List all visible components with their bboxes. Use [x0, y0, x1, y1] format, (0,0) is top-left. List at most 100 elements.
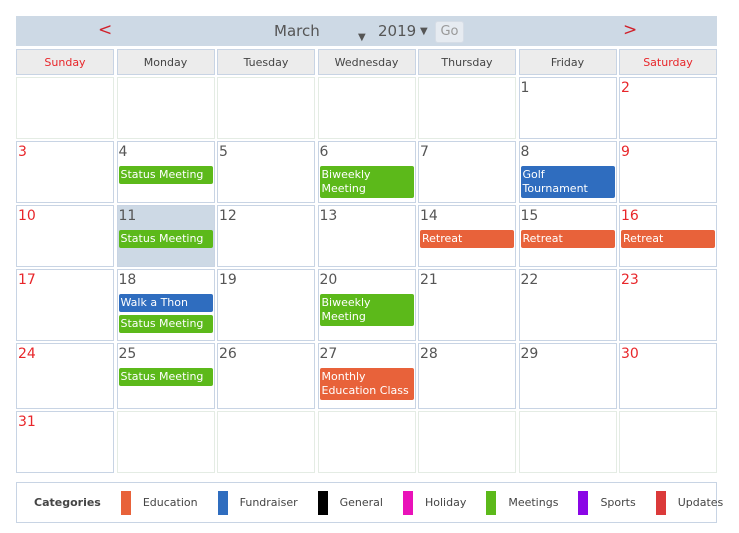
event-education[interactable]: Retreat: [520, 230, 615, 248]
event-meetings[interactable]: Status Meeting: [118, 230, 213, 248]
day-cell-15[interactable]: 15 Retreat: [518, 205, 617, 267]
day-cell-12[interactable]: 12: [217, 205, 315, 267]
legend-label: Education: [142, 496, 198, 509]
weekday-headers: Sunday Monday Tuesday Wednesday Thursday Frid…: [16, 49, 717, 75]
day-cell-17[interactable]: 17: [16, 269, 114, 341]
empty-day-cell[interactable]: [116, 77, 215, 139]
event-meetings[interactable]: Status Meeting: [118, 315, 213, 333]
empty-day-cell[interactable]: [317, 411, 416, 473]
day-number: 3: [18, 144, 27, 160]
event-education[interactable]: Retreat: [420, 230, 514, 248]
day-cell-27[interactable]: 27 Monthly Education Class: [317, 343, 416, 409]
weekday-header-sunday: Sunday: [16, 49, 114, 75]
month-select[interactable]: March ▼: [274, 22, 369, 43]
day-cell-4[interactable]: 4 Status Meeting: [116, 141, 215, 203]
event-meetings[interactable]: Status Meeting: [118, 166, 213, 184]
color-swatch: [655, 490, 666, 515]
day-cell-25[interactable]: 25 Status Meeting: [116, 343, 215, 409]
day-number: 11: [118, 208, 137, 224]
day-cell-13[interactable]: 13: [317, 205, 416, 267]
color-swatch: [402, 490, 413, 515]
day-cell-2[interactable]: 2: [619, 77, 717, 139]
day-cell-22[interactable]: 22: [518, 269, 617, 341]
day-cell-16[interactable]: 16 Retreat: [619, 205, 717, 267]
empty-day-cell[interactable]: [317, 77, 416, 139]
day-cell-3[interactable]: 3: [16, 141, 114, 203]
day-number: 1: [520, 80, 530, 96]
day-number: 7: [420, 144, 429, 160]
day-cell-10[interactable]: 10: [16, 205, 114, 267]
day-number: 21: [420, 272, 438, 288]
day-cell-7[interactable]: 7: [418, 141, 516, 203]
day-number: 13: [319, 208, 338, 224]
legend-item-holiday: Holiday: [402, 490, 466, 515]
color-swatch: [317, 490, 328, 515]
day-number: 2: [621, 80, 630, 96]
empty-day-cell[interactable]: [518, 411, 617, 473]
next-month-button[interactable]: >: [623, 20, 638, 40]
prev-month-button[interactable]: <: [98, 20, 113, 40]
day-number: 8: [520, 144, 530, 160]
legend-label: General: [339, 496, 383, 509]
go-button[interactable]: Go: [435, 21, 464, 43]
calendar-header: < March ▼ 2019 ▼ Go >: [16, 16, 717, 46]
day-cell-11[interactable]: 11 Status Meeting: [116, 205, 215, 267]
day-number: 12: [219, 208, 237, 224]
day-number: 23: [621, 272, 639, 288]
event-education[interactable]: Monthly Education Class: [319, 368, 414, 400]
day-cell-5[interactable]: 5: [217, 141, 315, 203]
event-meetings[interactable]: Biweekly Meeting: [319, 166, 414, 198]
day-number: 10: [18, 208, 36, 224]
event-fundraiser[interactable]: Walk a Thon: [118, 294, 213, 312]
day-cell-31[interactable]: 31: [16, 411, 114, 473]
empty-day-cell[interactable]: [418, 411, 516, 473]
weekday-header-saturday: Saturday: [619, 49, 717, 75]
event-meetings[interactable]: Biweekly Meeting: [319, 294, 414, 326]
event-meetings[interactable]: Status Meeting: [118, 368, 213, 386]
day-cell-9[interactable]: 9: [619, 141, 717, 203]
legend-title: Categories: [34, 496, 101, 509]
color-swatch: [486, 490, 497, 515]
day-cell-30[interactable]: 30: [619, 343, 717, 409]
day-number: 9: [621, 144, 630, 160]
legend-items: Education Fundraiser General Holiday Meeting…: [120, 490, 739, 515]
legend-item-fundraiser: Fundraiser: [217, 490, 298, 515]
day-number: 28: [420, 346, 438, 362]
day-number: 31: [18, 414, 36, 430]
day-cell-28[interactable]: 28: [418, 343, 516, 409]
event-education[interactable]: Retreat: [621, 230, 715, 248]
year-select[interactable]: 2019 ▼: [378, 22, 428, 40]
month-grid: 1 2 3 4 Status Meeting 5 6 Biweekly Meeting 7 8 Go…: [16, 77, 717, 473]
empty-day-cell[interactable]: [16, 77, 114, 139]
category-legend: Categories Education Fundraiser General Hol…: [16, 482, 723, 523]
day-cell-23[interactable]: 23: [619, 269, 717, 341]
day-cell-29[interactable]: 29: [518, 343, 617, 409]
day-cell-18[interactable]: 18 Walk a Thon Status Meeting: [116, 269, 215, 341]
legend-label: Meetings: [508, 496, 559, 509]
empty-day-cell[interactable]: [116, 411, 215, 473]
weekday-header-friday: Friday: [518, 49, 617, 75]
calendar: < March ▼ 2019 ▼ Go > Sunday Monday Tuesday W…: [16, 16, 717, 473]
day-cell-6[interactable]: 6 Biweekly Meeting: [317, 141, 416, 203]
day-cell-14[interactable]: 14 Retreat: [418, 205, 516, 267]
day-cell-19[interactable]: 19: [217, 269, 315, 341]
day-cell-24[interactable]: 24: [16, 343, 114, 409]
empty-day-cell[interactable]: [418, 77, 516, 139]
weekday-header-thursday: Thursday: [418, 49, 516, 75]
legend-label: Sports: [600, 496, 636, 509]
empty-day-cell[interactable]: [217, 411, 315, 473]
day-cell-26[interactable]: 26: [217, 343, 315, 409]
day-cell-8[interactable]: 8 Golf Tournament: [518, 141, 617, 203]
day-cell-20[interactable]: 20 Biweekly Meeting: [317, 269, 416, 341]
empty-day-cell[interactable]: [217, 77, 315, 139]
event-fundraiser[interactable]: Golf Tournament: [520, 166, 615, 198]
color-swatch: [578, 490, 589, 515]
day-cell-21[interactable]: 21: [418, 269, 516, 341]
empty-day-cell[interactable]: [619, 411, 717, 473]
legend-item-meetings: Meetings: [486, 490, 559, 515]
day-number: 17: [18, 272, 36, 288]
color-swatch: [120, 490, 131, 515]
day-cell-1[interactable]: 1: [518, 77, 617, 139]
weekday-header-tuesday: Tuesday: [217, 49, 315, 75]
day-number: 24: [18, 346, 36, 362]
